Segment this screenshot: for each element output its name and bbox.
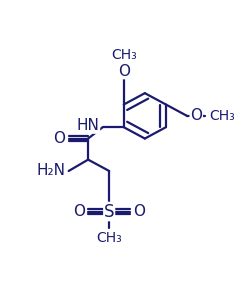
Text: O: O: [190, 108, 202, 123]
Text: H₂N: H₂N: [36, 164, 65, 178]
Text: O: O: [133, 204, 145, 219]
Text: O: O: [53, 131, 65, 146]
Text: S: S: [104, 202, 114, 220]
Text: CH₃: CH₃: [209, 109, 234, 123]
Text: HN: HN: [76, 118, 99, 133]
Text: O: O: [117, 64, 129, 79]
Text: O: O: [72, 204, 85, 219]
Text: CH₃: CH₃: [96, 231, 122, 245]
Text: CH₃: CH₃: [110, 48, 136, 62]
